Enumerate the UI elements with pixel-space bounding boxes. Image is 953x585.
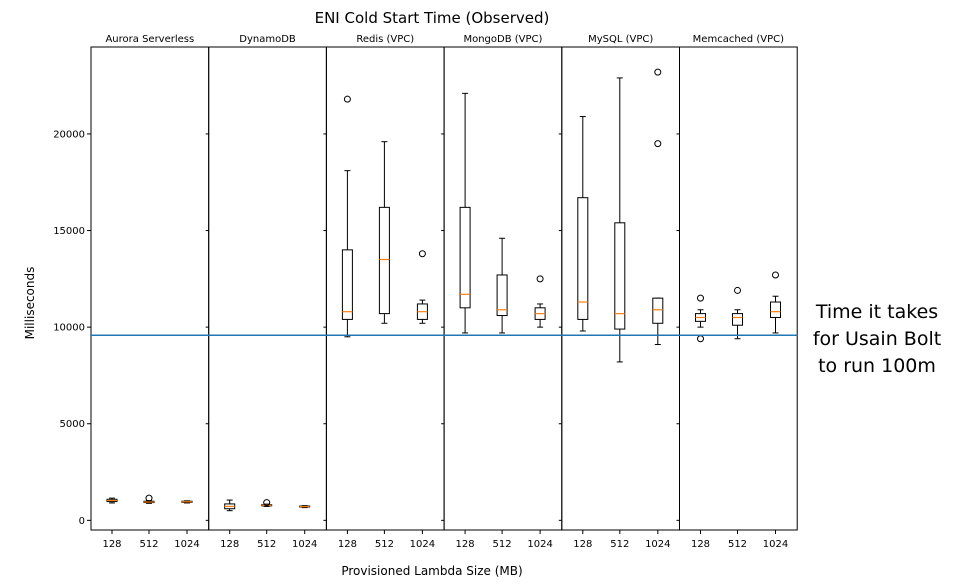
y-axis-label: Milliseconds: [23, 267, 37, 340]
outlier-point: [418, 250, 426, 258]
x-tick-label: 512: [139, 539, 158, 550]
box-iqr: [614, 222, 626, 330]
x-tick-label: 128: [456, 539, 475, 550]
y-tick-label: 15000: [53, 226, 85, 237]
box-plot: 128: [573, 116, 592, 550]
x-tick-label: 1024: [645, 539, 670, 550]
y-tick-label: 20000: [53, 129, 85, 140]
y-tick-label: 0: [79, 516, 85, 527]
outlier-point: [145, 494, 153, 502]
box-iqr: [496, 274, 508, 317]
panel: Aurora Serverless 128 512 1024: [90, 34, 210, 550]
box-plot: 512: [375, 141, 394, 550]
outlier-point: [263, 499, 271, 507]
box-iqr: [577, 197, 589, 320]
box-plot: 1024: [527, 275, 553, 550]
x-tick-label: 512: [610, 539, 629, 550]
panel: DynamoDB 128 512 1024: [208, 34, 327, 550]
outlier-point: [697, 335, 704, 343]
x-axis-label: Provisioned Lambda Size (MB): [341, 564, 522, 578]
box-iqr: [652, 297, 664, 324]
panel: Memcached (VPC) 128 512 1024: [679, 34, 798, 550]
chart-panels: Aurora Serverless 128 512 1024 DynamoDB 128 51…: [90, 34, 798, 550]
x-tick-label: 128: [338, 539, 357, 550]
x-tick-label: 512: [375, 539, 394, 550]
x-tick-label: 128: [102, 539, 121, 550]
box-plot: 1024: [410, 250, 435, 550]
outlier-point: [697, 294, 704, 302]
x-tick-label: 512: [728, 539, 747, 550]
outlier-point: [654, 140, 662, 148]
y-tick-label: 5000: [60, 419, 85, 430]
x-tick-label: 1024: [292, 539, 317, 550]
panel-frame: [208, 46, 327, 531]
box-plot: 128: [338, 95, 357, 550]
box-plot: 512: [493, 237, 512, 550]
panel-title: MySQL (VPC): [588, 34, 653, 45]
box-plot: 1024: [292, 505, 317, 550]
box-iqr: [732, 313, 743, 326]
box-plot: 512: [610, 77, 629, 550]
box-plot: 1024: [645, 68, 671, 550]
box-plot: 512: [139, 494, 159, 550]
panel: Redis (VPC) 128 512 1024: [325, 34, 445, 550]
box-plot: 1024: [763, 271, 788, 550]
annotation-line-2: for Usain Bolt: [813, 328, 941, 350]
panel-title: DynamoDB: [239, 34, 296, 45]
y-axis-ticks: 0 5000 10000 15000 20000: [53, 129, 91, 527]
panel-frame: [679, 46, 798, 531]
panel-title: Redis (VPC): [356, 34, 414, 45]
panel: MySQL (VPC) 128 512 1024: [561, 34, 680, 550]
panel: MongoDB (VPC) 128 512 1024: [443, 34, 563, 550]
box-plot: 128: [102, 497, 122, 550]
outlier-point: [536, 275, 544, 283]
panel-title: Aurora Serverless: [105, 34, 194, 45]
x-tick-label: 512: [493, 539, 512, 550]
annotation-line-1: Time it takes: [815, 301, 938, 323]
box-plot: 512: [257, 499, 276, 550]
x-tick-label: 128: [220, 539, 239, 550]
box-iqr: [770, 301, 781, 318]
y-tick-label: 10000: [53, 323, 85, 334]
box-plot: 128: [220, 499, 239, 550]
x-tick-label: 128: [691, 539, 710, 550]
x-tick-label: 512: [257, 539, 276, 550]
box-plot: 1024: [174, 500, 200, 550]
panel-frame: [90, 46, 210, 531]
box-plot: 128: [691, 294, 710, 550]
panel-title: Memcached (VPC): [693, 34, 784, 45]
x-tick-label: 1024: [527, 539, 552, 550]
x-tick-label: 128: [573, 539, 592, 550]
outlier-point: [772, 271, 779, 279]
outlier-point: [734, 286, 741, 294]
x-tick-label: 1024: [174, 539, 199, 550]
panel-title: MongoDB (VPC): [463, 34, 542, 45]
x-tick-label: 1024: [410, 539, 435, 550]
box-iqr: [378, 206, 390, 315]
x-tick-label: 1024: [763, 539, 788, 550]
outlier-point: [654, 68, 662, 76]
annotation-line-3: to run 100m: [818, 355, 936, 377]
box-plot: 128: [456, 92, 475, 550]
box-plot: 512: [728, 286, 747, 550]
chart-title: ENI Cold Start Time (Observed): [315, 9, 550, 27]
box-iqr: [459, 206, 471, 309]
box-iqr: [341, 249, 353, 320]
outlier-point: [343, 95, 351, 103]
